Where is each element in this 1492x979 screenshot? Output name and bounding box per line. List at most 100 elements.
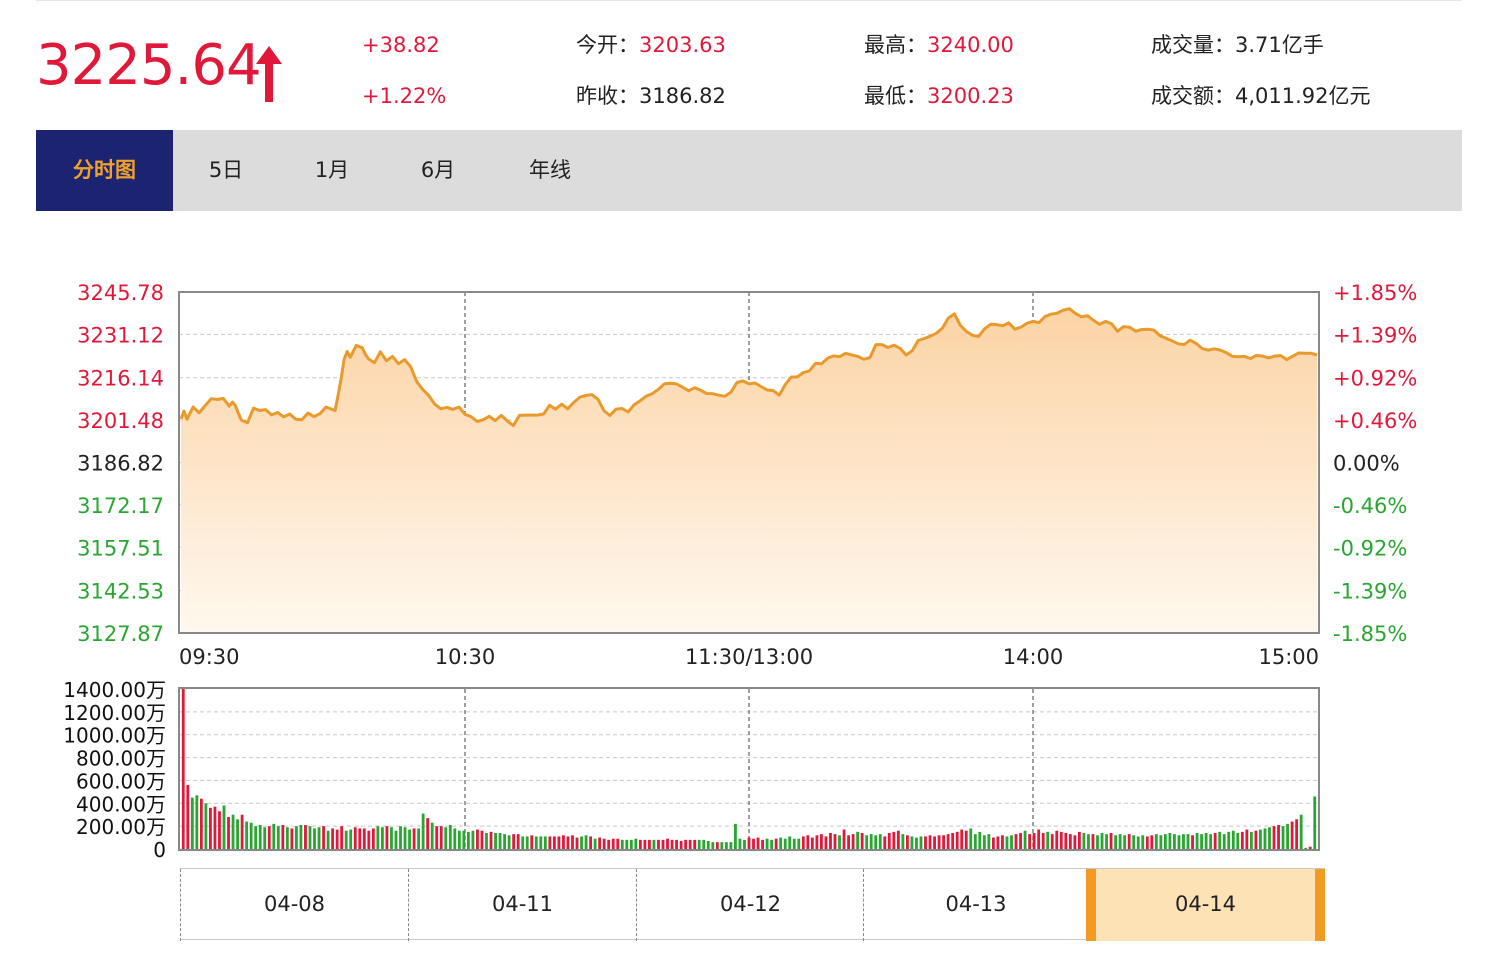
price-y-tick-label: 3127.87 (77, 622, 164, 646)
volume-bar (1010, 835, 1013, 849)
tab-intraday[interactable]: 分时图 (36, 130, 173, 211)
volume-bar (1028, 834, 1032, 849)
volume-bar (304, 825, 307, 849)
volume-bar (344, 830, 348, 849)
volume-bar (1281, 826, 1285, 849)
volume-bar (901, 834, 905, 849)
volume-bar (1001, 835, 1004, 849)
volume-bar (629, 839, 633, 849)
volume-bar (1050, 834, 1054, 849)
volume-bar (1068, 834, 1072, 849)
prev-close-stat: 昨收：3186.82 (576, 86, 726, 107)
volume-bar (937, 835, 941, 849)
volume-bar (593, 838, 597, 849)
volume-bar (254, 826, 258, 849)
date-tab-04-13[interactable]: 04-13 (863, 869, 1088, 941)
volume-bar (820, 834, 823, 849)
volume-value: 3.71亿手 (1235, 33, 1324, 57)
volume-label: 成交量： (1151, 33, 1235, 57)
percent-y-tick-label: -1.85% (1333, 622, 1407, 646)
volume-bar (788, 836, 792, 849)
volume-bar (951, 833, 955, 849)
volume-bar (516, 834, 520, 849)
price-area-fill (181, 308, 1317, 633)
date-tab-04-14[interactable]: 04-14 (1086, 869, 1325, 941)
volume-bar (856, 831, 860, 849)
volume-bar (1304, 847, 1308, 849)
tab-5-day[interactable]: 5日 (208, 158, 244, 182)
volume-bar (973, 834, 977, 849)
percent-y-tick-label: +1.39% (1333, 323, 1417, 347)
percent-y-tick-label: -1.39% (1333, 580, 1407, 604)
volume-bar (218, 811, 221, 849)
volume-bar (1005, 836, 1009, 849)
volume-bar (675, 839, 678, 849)
volume-bar (448, 825, 452, 849)
percent-y-tick-label: +0.46% (1333, 409, 1417, 433)
volume-bar (258, 825, 262, 849)
volume-bar (326, 830, 330, 849)
volume-bar (833, 834, 837, 849)
volume-bar (317, 827, 321, 849)
volume-bar (892, 831, 896, 849)
tab-yearly[interactable]: 年线 (529, 158, 571, 182)
volume-bar (1073, 835, 1077, 849)
volume-bar (480, 830, 484, 849)
volume-bar (331, 828, 335, 849)
top-divider (36, 0, 1462, 1)
volume-bar (353, 827, 357, 849)
date-tab-04-11[interactable]: 04-11 (408, 869, 636, 941)
volume-bar (1064, 833, 1068, 849)
prev-close-label: 昨收： (576, 84, 639, 108)
volume-bar (580, 836, 583, 849)
volume-bar (552, 836, 556, 849)
volume-bar (1145, 836, 1149, 849)
date-tab-04-12[interactable]: 04-12 (636, 869, 864, 941)
change-value: +38.82 (362, 33, 440, 57)
volume-bar (1118, 834, 1122, 849)
volume-bar (313, 828, 316, 849)
amount-stat: 成交额：4,011.92亿元 (1151, 86, 1371, 107)
volume-bar (860, 833, 864, 849)
volume-bar (453, 828, 457, 849)
amount-label: 成交额： (1151, 84, 1235, 108)
volume-bar (181, 689, 185, 849)
volume-bar (711, 842, 715, 849)
volume-bar (915, 837, 918, 849)
volume-bar (829, 833, 832, 849)
volume-bar (919, 836, 923, 849)
volume-bar (661, 839, 665, 849)
change-percent: +1.22% (362, 84, 447, 108)
volume-bar (946, 834, 950, 849)
volume-bar (1209, 834, 1213, 849)
volume-bar (738, 838, 742, 849)
volume-bar (648, 839, 651, 849)
volume-bar (571, 835, 574, 849)
volume-bar (1277, 825, 1280, 849)
volume-bar (426, 818, 430, 849)
volume-bar (272, 823, 276, 849)
volume-bar (435, 826, 439, 849)
date-tab-04-08[interactable]: 04-08 (180, 869, 408, 941)
tab-1-month[interactable]: 1月 (314, 158, 350, 182)
tab-6-month[interactable]: 6月 (420, 158, 456, 182)
volume-bar (969, 828, 973, 849)
volume-bar (390, 827, 393, 849)
volume-bar (1032, 833, 1036, 849)
price-plot-frame (178, 291, 1320, 634)
volume-bar (616, 838, 620, 849)
volume-bar (1177, 835, 1181, 849)
high-value: 3240.00 (927, 33, 1014, 57)
price-up-arrow-icon (256, 46, 282, 102)
volume-bar (1087, 834, 1090, 849)
volume-bar (611, 838, 615, 849)
volume-bar (693, 839, 697, 849)
percent-y-tick-label: +0.92% (1333, 367, 1417, 391)
volume-bar (1091, 834, 1095, 849)
volume-bar (485, 833, 488, 849)
volume-bar (688, 839, 692, 849)
price-line (179, 307, 1318, 428)
volume-bar (1231, 830, 1235, 849)
volume-bar (466, 831, 470, 849)
volume-bar (942, 835, 946, 849)
